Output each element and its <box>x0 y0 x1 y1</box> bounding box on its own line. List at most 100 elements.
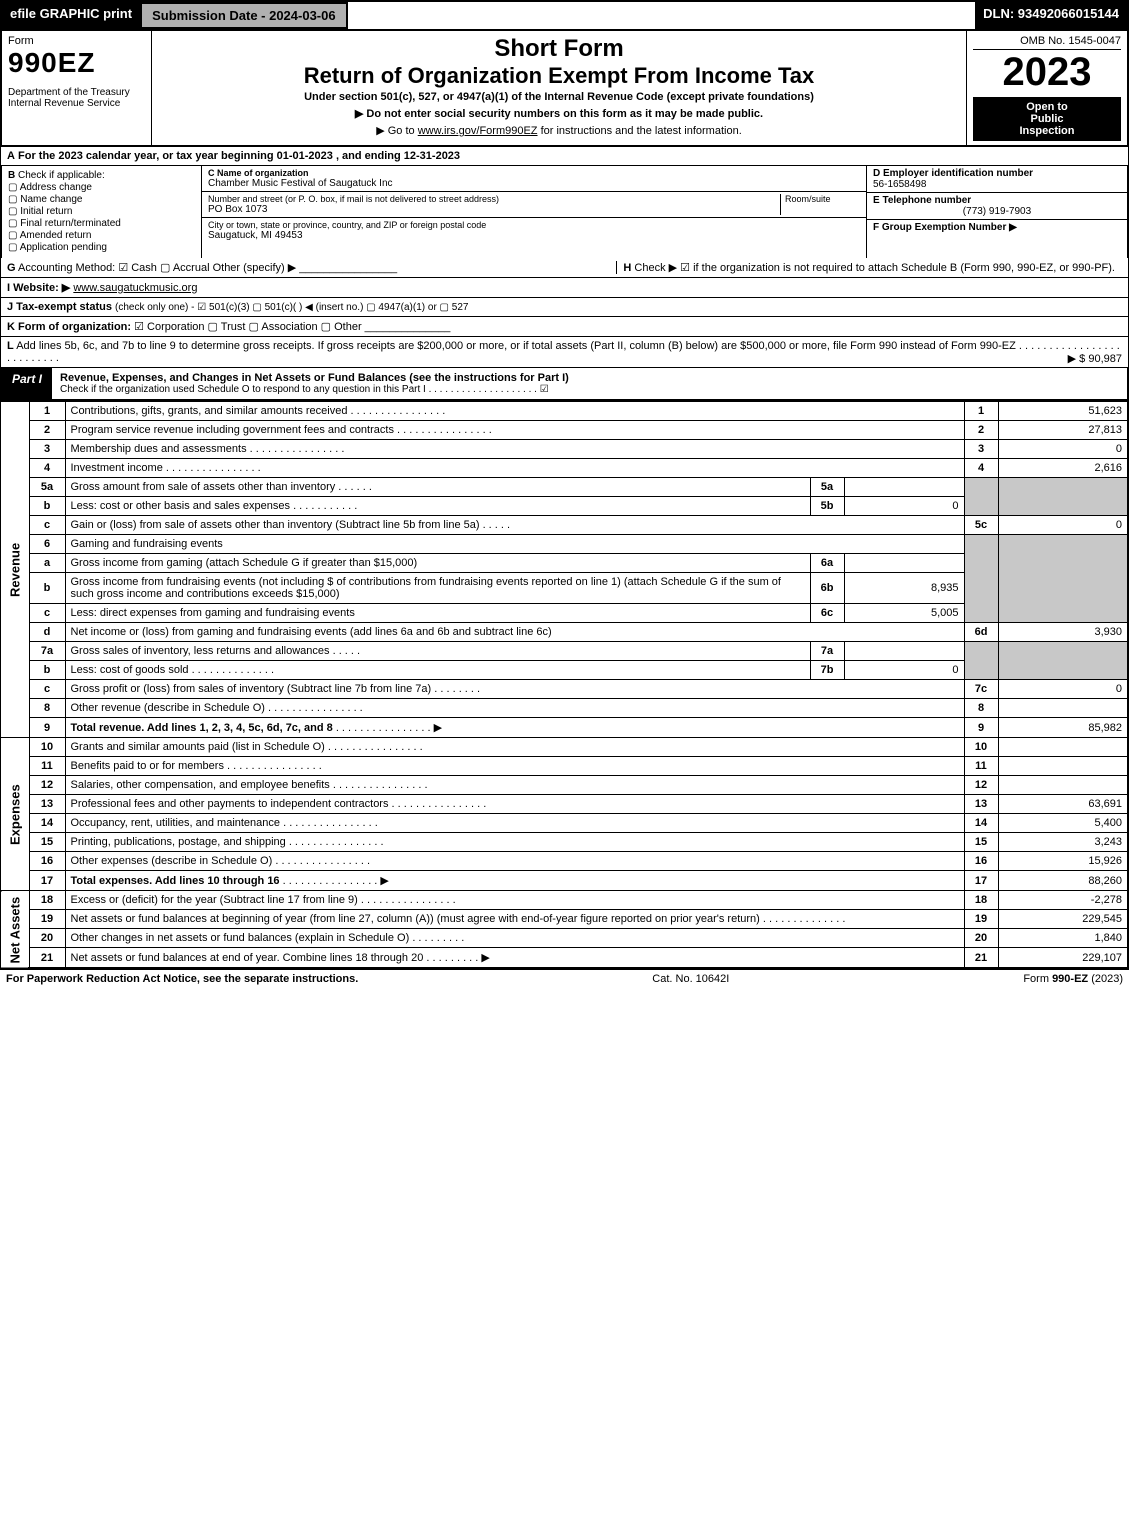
revenue-side-label: Revenue <box>1 402 29 738</box>
line-5b-sub: 5b <box>810 497 844 516</box>
line-7c-amt: 0 <box>998 680 1128 699</box>
c-street-row: Number and street (or P. O. box, if mail… <box>202 192 866 218</box>
line-9-desc: Total revenue. Add lines 1, 2, 3, 4, 5c,… <box>65 718 964 738</box>
line-5a-sub: 5a <box>810 478 844 497</box>
line-7a-text: Gross sales of inventory, less returns a… <box>71 645 330 657</box>
topbar: efile GRAPHIC print Submission Date - 20… <box>0 0 1129 31</box>
shaded-6abc <box>964 535 998 623</box>
line-6a-desc: Gross income from gaming (attach Schedul… <box>65 554 810 573</box>
e-phone-row: E Telephone number (773) 919-7903 <box>867 193 1127 220</box>
c-street-label: Number and street (or P. O. box, if mail… <box>208 194 780 204</box>
l-label: L <box>7 340 14 352</box>
line-15-box: 15 <box>964 833 998 852</box>
line-6c-desc: Less: direct expenses from gaming and fu… <box>65 604 810 623</box>
line-6b-sval: 8,935 <box>844 573 964 604</box>
line-20-num: 20 <box>29 929 65 948</box>
line-19-text: Net assets or fund balances at beginning… <box>71 913 760 925</box>
l-amount: ▶ $ 90,987 <box>1068 352 1122 365</box>
irs-link[interactable]: www.irs.gov/Form990EZ <box>418 125 538 137</box>
row-l: L Add lines 5b, 6c, and 7b to line 9 to … <box>0 337 1129 368</box>
short-form-title: Short Form <box>158 35 960 63</box>
line-17-desc: Total expenses. Add lines 10 through 16 … <box>65 871 964 891</box>
line-5a-sval <box>844 478 964 497</box>
year-cell: OMB No. 1545-0047 2023 Open to Public In… <box>967 31 1127 145</box>
line-20-box: 20 <box>964 929 998 948</box>
line-10-text: Grants and similar amounts paid (list in… <box>71 741 325 753</box>
line-13-amt: 63,691 <box>998 795 1128 814</box>
shaded-7ab-amt <box>998 642 1128 680</box>
section-def: D Employer identification number 56-1658… <box>867 166 1127 258</box>
l-text: Add lines 5b, 6c, and 7b to line 9 to de… <box>16 340 1016 352</box>
line-14-num: 14 <box>29 814 65 833</box>
chk-amended-return[interactable]: Amended return <box>8 230 195 241</box>
line-7b-sval: 0 <box>844 661 964 680</box>
row-k: K Form of organization: ☑ Corporation ▢ … <box>0 317 1129 337</box>
line-19-box: 19 <box>964 910 998 929</box>
row-i: I Website: ▶ www.saugatuckmusic.org <box>0 278 1129 298</box>
open-line3: Inspection <box>977 125 1117 137</box>
line-6b-desc: Gross income from fundraising events (no… <box>65 573 810 604</box>
tax-year: 2023 <box>973 50 1121 95</box>
shaded-5ab <box>964 478 998 516</box>
chk-name-change[interactable]: Name change <box>8 194 195 205</box>
line-6a-sval <box>844 554 964 573</box>
chk-address-change[interactable]: Address change <box>8 182 195 193</box>
line-5c-box: 5c <box>964 516 998 535</box>
line-2-num: 2 <box>29 421 65 440</box>
footer-left: For Paperwork Reduction Act Notice, see … <box>6 973 358 985</box>
instr-pre: ▶ Go to <box>376 125 417 137</box>
shaded-5ab-amt <box>998 478 1128 516</box>
line-1-text: Contributions, gifts, grants, and simila… <box>71 405 348 417</box>
c-city-row: City or town, state or province, country… <box>202 218 866 243</box>
chk-final-return[interactable]: Final return/terminated <box>8 218 195 229</box>
form-label: Form <box>8 35 145 47</box>
e-phone-label: E Telephone number <box>873 195 1121 206</box>
line-5c-amt: 0 <box>998 516 1128 535</box>
chk-application-pending[interactable]: Application pending <box>8 242 195 253</box>
line-7a-sub: 7a <box>810 642 844 661</box>
shaded-7ab <box>964 642 998 680</box>
c-city-label: City or town, state or province, country… <box>208 220 860 230</box>
line-8-desc: Other revenue (describe in Schedule O) <box>65 699 964 718</box>
part1-title: Revenue, Expenses, and Changes in Net As… <box>52 368 1127 399</box>
row-g: G Accounting Method: Cash Accrual Other … <box>7 261 616 274</box>
line-6a-sub: 6a <box>810 554 844 573</box>
g-accrual[interactable]: Accrual <box>160 262 210 274</box>
line-6-desc: Gaming and fundraising events <box>65 535 964 554</box>
dept-irs: Internal Revenue Service <box>8 98 145 109</box>
line-10-amt <box>998 738 1128 757</box>
line-14-desc: Occupancy, rent, utilities, and maintena… <box>65 814 964 833</box>
line-7a-sval <box>844 642 964 661</box>
b-check-header: Check if applicable: <box>18 170 105 181</box>
row-j: J Tax-exempt status (check only one) - ☑… <box>0 298 1129 317</box>
line-12-text: Salaries, other compensation, and employ… <box>71 779 330 791</box>
line-9-text: Total revenue. Add lines 1, 2, 3, 4, 5c,… <box>71 722 333 734</box>
line-8-num: 8 <box>29 699 65 718</box>
line-20-amt: 1,840 <box>998 929 1128 948</box>
line-21-desc: Net assets or fund balances at end of ye… <box>65 948 964 969</box>
line-21-text: Net assets or fund balances at end of ye… <box>71 952 424 964</box>
dln: DLN: 93492066015144 <box>975 2 1127 29</box>
chk-initial-return[interactable]: Initial return <box>8 206 195 217</box>
line-1-num: 1 <box>29 402 65 421</box>
line-13-text: Professional fees and other payments to … <box>71 798 389 810</box>
line-7b-sub: 7b <box>810 661 844 680</box>
g-cash[interactable]: Cash <box>118 262 157 274</box>
website-link[interactable]: www.saugatuckmusic.org <box>73 282 197 294</box>
row-gh: G Accounting Method: Cash Accrual Other … <box>0 258 1129 278</box>
line-18-text: Excess or (deficit) for the year (Subtra… <box>71 894 358 906</box>
line-9-amt: 85,982 <box>998 718 1128 738</box>
line-19-amt: 229,545 <box>998 910 1128 929</box>
line-3-text: Membership dues and assessments <box>71 443 247 455</box>
line-7b-text: Less: cost of goods sold <box>71 664 189 676</box>
efile-print-label[interactable]: efile GRAPHIC print <box>2 2 140 29</box>
footer-right-pre: Form <box>1023 973 1052 985</box>
line-6d-amt: 3,930 <box>998 623 1128 642</box>
line-6b-sub: 6b <box>810 573 844 604</box>
g-other[interactable]: Other (specify) ▶ <box>213 262 297 274</box>
line-17-box: 17 <box>964 871 998 891</box>
line-5c-text: Gain or (loss) from sale of assets other… <box>71 519 480 531</box>
line-16-desc: Other expenses (describe in Schedule O) <box>65 852 964 871</box>
line-14-box: 14 <box>964 814 998 833</box>
line-11-desc: Benefits paid to or for members <box>65 757 964 776</box>
